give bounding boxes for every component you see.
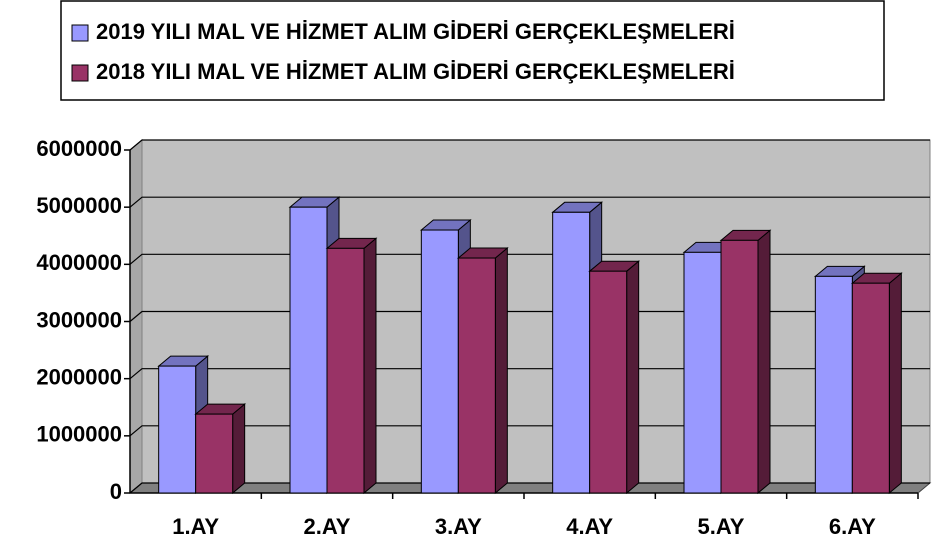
bar-front (814, 275, 853, 494)
grid-line (129, 368, 930, 380)
bar-side (757, 229, 771, 495)
legend-label: 2018 YILI MAL VE HİZMET ALIM GİDERİ GERÇ… (96, 59, 735, 84)
bar-side (626, 260, 640, 495)
bar-front (851, 282, 890, 494)
bar-front (589, 270, 628, 494)
grid-line (129, 482, 930, 494)
y-tick-label: 2000000 (36, 364, 122, 389)
legend-swatch (71, 64, 89, 82)
legend-swatch (71, 24, 89, 42)
bar (325, 237, 378, 495)
y-tick-label: 1000000 (36, 422, 122, 447)
legend-label: 2019 YILI MAL VE HİZMET ALIM GİDERİ GERÇ… (96, 19, 735, 44)
legend-box (60, 0, 885, 101)
x-tick-label: 3.AY (435, 514, 482, 539)
x-tick-label: 1.AY (172, 514, 219, 539)
y-tick-label: 4000000 (36, 250, 122, 275)
grid-line (129, 139, 930, 151)
x-tick-label: 5.AY (698, 514, 745, 539)
grid-line (129, 253, 930, 265)
bar (588, 260, 641, 495)
grid-line (129, 310, 930, 322)
y-tick-label: 0 (110, 479, 122, 504)
bar-front (326, 247, 365, 494)
bar-side (494, 246, 508, 495)
x-tick-label: 6.AY (829, 514, 876, 539)
x-tick-label: 4.AY (566, 514, 613, 539)
bar (850, 272, 903, 495)
bar-front (552, 211, 591, 494)
bar-side (888, 272, 902, 495)
bar-front (289, 206, 328, 494)
bar-side (363, 237, 377, 495)
bar-front (195, 413, 234, 494)
y-tick-label: 6000000 (36, 136, 122, 161)
bar-side (232, 403, 246, 495)
floor (128, 482, 932, 494)
bar (194, 403, 247, 495)
bar-front (683, 251, 722, 494)
bar-front (420, 229, 459, 494)
bar (719, 229, 772, 495)
bar-front (158, 365, 197, 494)
bar-front (457, 257, 496, 494)
x-tick-label: 2.AY (304, 514, 351, 539)
bar-front (720, 239, 759, 494)
y-tick-label: 5000000 (36, 193, 122, 218)
y-tick-label: 3000000 (36, 307, 122, 332)
grid-line (129, 196, 930, 208)
grid-line (129, 425, 930, 437)
bar (456, 246, 509, 495)
